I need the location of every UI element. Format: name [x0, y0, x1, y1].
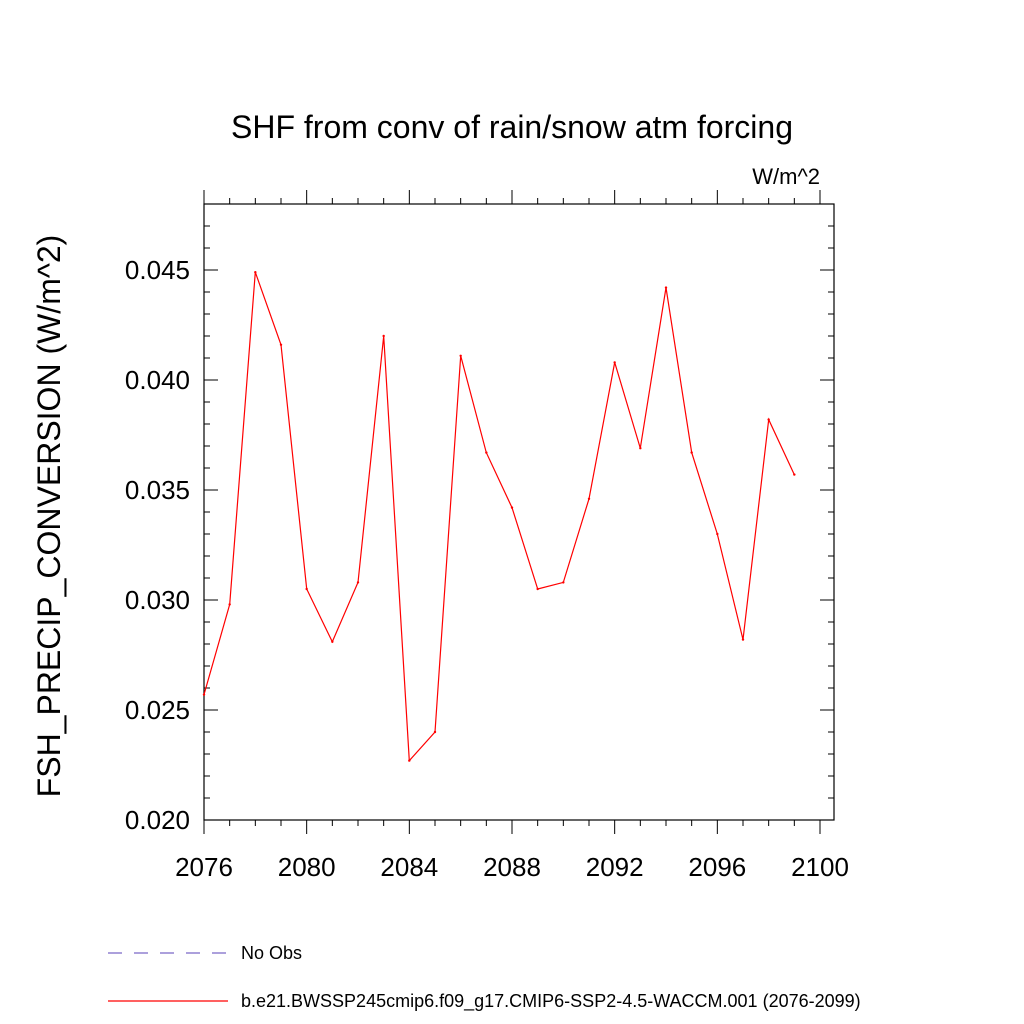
x-tick-label: 2080 — [278, 852, 336, 882]
data-point — [639, 447, 642, 450]
data-point — [459, 354, 462, 357]
data-point — [510, 506, 514, 509]
legend-label-model-run: b.e21.BWSSP245cmip6.f09_g17.CMIP6-SSP2-4… — [241, 991, 861, 1012]
data-point — [793, 473, 796, 476]
chart-title: SHF from conv of rain/snow atm forcing — [231, 109, 793, 145]
data-point — [485, 451, 488, 454]
data-point — [767, 418, 770, 421]
data-point — [690, 451, 693, 454]
data-point — [254, 271, 257, 274]
data-point — [305, 587, 308, 591]
x-tick-label: 2088 — [483, 852, 541, 882]
x-tick-label: 2092 — [586, 852, 644, 882]
data-point — [716, 532, 719, 536]
data-point — [536, 587, 539, 591]
legend-label-no-obs: No Obs — [241, 943, 302, 963]
data-point — [587, 497, 591, 500]
y-axis-ticks: 0.020 0.025 0.030 0.035 0.040 0.045 — [125, 203, 834, 835]
y-tick-label: 0.040 — [125, 365, 190, 395]
y-tick-label: 0.030 — [125, 585, 190, 615]
y-tick-label: 0.020 — [125, 805, 190, 835]
x-tick-label: 2100 — [791, 852, 849, 882]
series-line — [203, 271, 795, 763]
y-tick-label: 0.025 — [125, 695, 190, 725]
data-point — [741, 638, 745, 641]
y-axis-label: FSH_PRECIP_CONVERSION (W/m^2) — [31, 235, 67, 798]
data-point — [202, 693, 206, 696]
data-point — [228, 603, 231, 606]
data-point — [356, 581, 360, 584]
y-tick-label: 0.045 — [125, 255, 190, 285]
x-tick-label: 2076 — [175, 852, 233, 882]
data-point — [279, 343, 283, 346]
data-point — [562, 581, 565, 584]
data-point — [331, 640, 334, 643]
units-label: W/m^2 — [752, 164, 820, 189]
data-point — [408, 759, 411, 762]
data-point — [433, 730, 437, 734]
data-point — [382, 334, 385, 338]
series-layer — [202, 271, 796, 763]
legend: No Obs b.e21.BWSSP245cmip6.f09_g17.CMIP6… — [108, 943, 861, 1012]
data-point — [664, 286, 668, 289]
x-tick-label: 2096 — [688, 852, 746, 882]
y-tick-label: 0.035 — [125, 475, 190, 505]
x-tick-label: 2084 — [380, 852, 438, 882]
x-axis-ticks: 2076 2080 2084 2088 2092 2096 2100 — [175, 190, 849, 882]
plot-frame — [203, 203, 835, 821]
data-point — [613, 361, 616, 364]
